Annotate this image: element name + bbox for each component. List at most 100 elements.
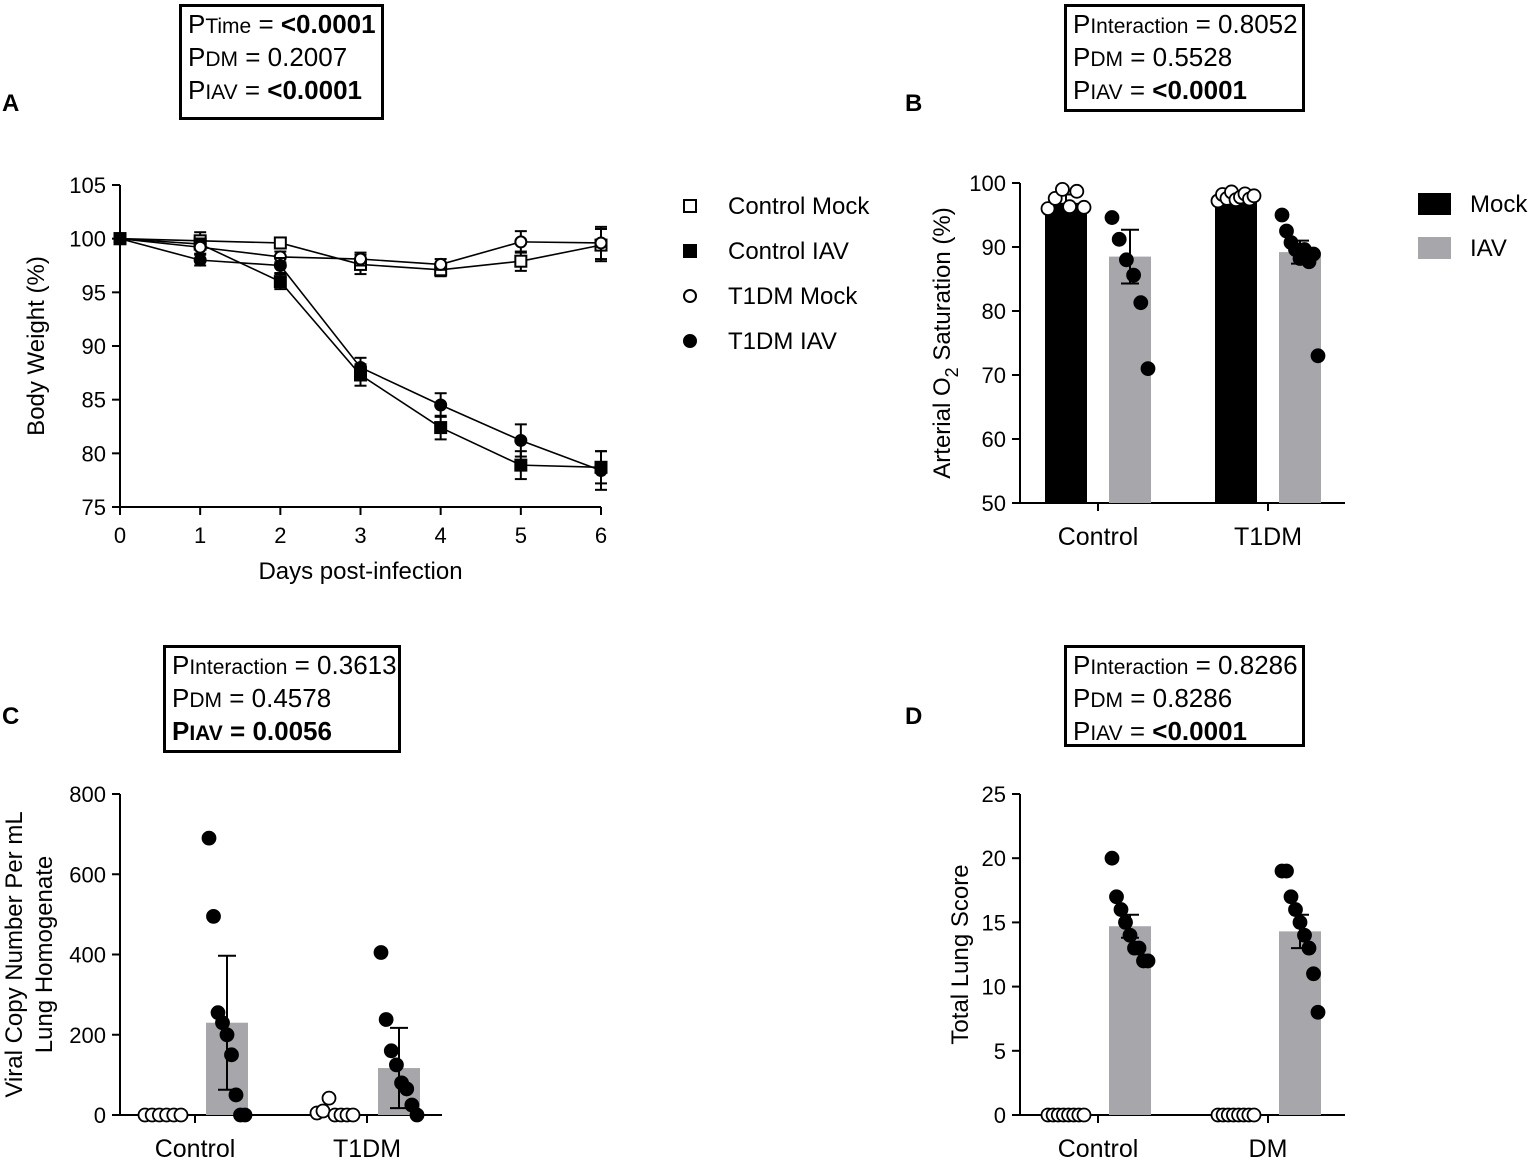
stat-line-iav: PIAV = <0.0001 (1073, 75, 1247, 105)
b-y-tick-label: 70 (982, 363, 1006, 388)
b-y-tick-label: 100 (969, 171, 1006, 196)
a-x-tick-label: 6 (595, 523, 607, 548)
a-legend-marker (683, 244, 697, 258)
c-y-axis-label-line2: Lung Homogenate (31, 856, 58, 1053)
stat-box-b: PInteraction = 0.8052 PDM = 0.5528 PIAV … (1064, 4, 1305, 112)
d-data-point (1310, 1004, 1326, 1020)
b-bar (1045, 202, 1087, 503)
c-y-tick-label: 200 (69, 1023, 106, 1048)
b-data-point (1246, 188, 1262, 204)
b-data-point (1062, 199, 1077, 215)
a-y-tick-label: 75 (82, 495, 106, 520)
a-y-tick-label: 105 (69, 173, 106, 198)
c-data-point (173, 1107, 189, 1123)
a-data-point (434, 421, 448, 435)
stat-line-iav: PIAV = <0.0001 (188, 75, 362, 105)
c-data-point (228, 1087, 244, 1103)
c-y-tick-label: 600 (69, 862, 106, 887)
b-legend-label: Mock (1470, 191, 1528, 218)
b-bar (1215, 198, 1257, 504)
c-data-point (383, 1043, 399, 1059)
a-data-point (273, 259, 287, 272)
a-legend-label: Control IAV (728, 238, 849, 265)
b-bar (1109, 256, 1151, 503)
b-x-tick-label: Control (1058, 523, 1139, 551)
a-data-point (514, 433, 528, 447)
d-data-point (1113, 902, 1129, 917)
a-legend-marker (683, 289, 697, 303)
b-x-tick-label: T1DM (1234, 523, 1302, 551)
b-y-tick-label: 80 (982, 299, 1006, 324)
d-data-point (1246, 1107, 1262, 1123)
a-y-tick-label: 95 (82, 280, 106, 305)
c-data-point (215, 1015, 230, 1031)
a-data-point (113, 232, 127, 246)
d-x-tick-label: Control (1058, 1135, 1139, 1163)
c-data-point (373, 945, 389, 960)
c-data-point (345, 1107, 361, 1123)
c-y-tick-label: 800 (69, 782, 106, 807)
d-bar (1279, 931, 1321, 1115)
c-data-point (224, 1047, 239, 1063)
stat-box-d: PInteraction = 0.8286 PDM = 0.8286 PIAV … (1064, 645, 1305, 747)
panel-letter-b: B (905, 90, 923, 117)
c-data-point (206, 908, 221, 924)
c-data-point (389, 1057, 404, 1073)
stat-box-a: PTime = <0.0001 PDM = 0.2007 PIAV = <0.0… (179, 4, 384, 120)
a-legend-label: T1DM Mock (728, 283, 858, 310)
panel-letter-d: D (905, 703, 923, 730)
d-y-tick-label: 10 (982, 975, 1006, 1000)
b-y-tick-label: 90 (982, 235, 1006, 260)
a-data-point (193, 240, 207, 254)
a-data-point (434, 398, 448, 412)
a-x-tick-label: 5 (515, 523, 527, 548)
a-data-point (273, 236, 287, 250)
a-data-point (514, 458, 528, 472)
c-y-tick-label: 0 (94, 1103, 106, 1128)
d-y-tick-label: 0 (994, 1103, 1006, 1128)
panel-letter-a: A (2, 90, 20, 117)
a-data-point (594, 464, 608, 478)
d-y-tick-label: 25 (982, 782, 1006, 807)
c-data-point (237, 1107, 253, 1123)
b-data-point (1055, 181, 1070, 197)
b-data-point (1133, 295, 1149, 311)
stat-line-dm: PDM = 0.2007 (188, 42, 348, 72)
stat-line-interaction: PInteraction = 0.8286 (1073, 650, 1298, 680)
d-data-point (1131, 940, 1147, 956)
c-data-point (315, 1103, 331, 1119)
a-data-point (434, 257, 448, 271)
a-data-point (354, 360, 367, 374)
a-y-tick-label: 100 (69, 227, 106, 252)
b-data-point (1119, 252, 1134, 268)
stat-line-iav: PIAV = <0.0001 (1073, 716, 1247, 746)
d-data-point (1118, 915, 1133, 930)
c-y-axis-label-line1: Viral Copy Number Per mL (1, 811, 28, 1097)
b-legend-swatch (1418, 237, 1451, 259)
a-data-point (514, 254, 528, 268)
a-x-tick-label: 2 (274, 523, 286, 548)
d-data-point (1279, 863, 1294, 879)
b-data-point (1274, 207, 1290, 223)
b-y-tick-label: 50 (982, 491, 1006, 516)
b-data-point (1104, 210, 1120, 225)
a-data-point (354, 252, 367, 266)
b-legend-swatch (1418, 193, 1451, 215)
d-data-point (1306, 966, 1321, 982)
a-x-axis-label: Days post-infection (258, 558, 462, 585)
a-data-point (514, 235, 528, 249)
d-data-point (1283, 889, 1299, 905)
c-x-tick-label: Control (155, 1135, 236, 1163)
c-x-tick-label: T1DM (333, 1135, 401, 1163)
b-legend-label: IAV (1470, 235, 1507, 262)
stat-line-time: PTime = <0.0001 (188, 9, 376, 39)
c-data-point (201, 830, 217, 846)
a-legend-label: T1DM IAV (728, 328, 837, 355)
d-y-tick-label: 20 (982, 846, 1006, 871)
b-y-axis-label: Arterial O2 Saturation (%) (929, 207, 962, 478)
d-y-axis-label: Total Lung Score (947, 864, 974, 1044)
b-bar (1279, 252, 1321, 503)
a-data-point (193, 253, 207, 267)
b-data-point (1111, 231, 1127, 247)
